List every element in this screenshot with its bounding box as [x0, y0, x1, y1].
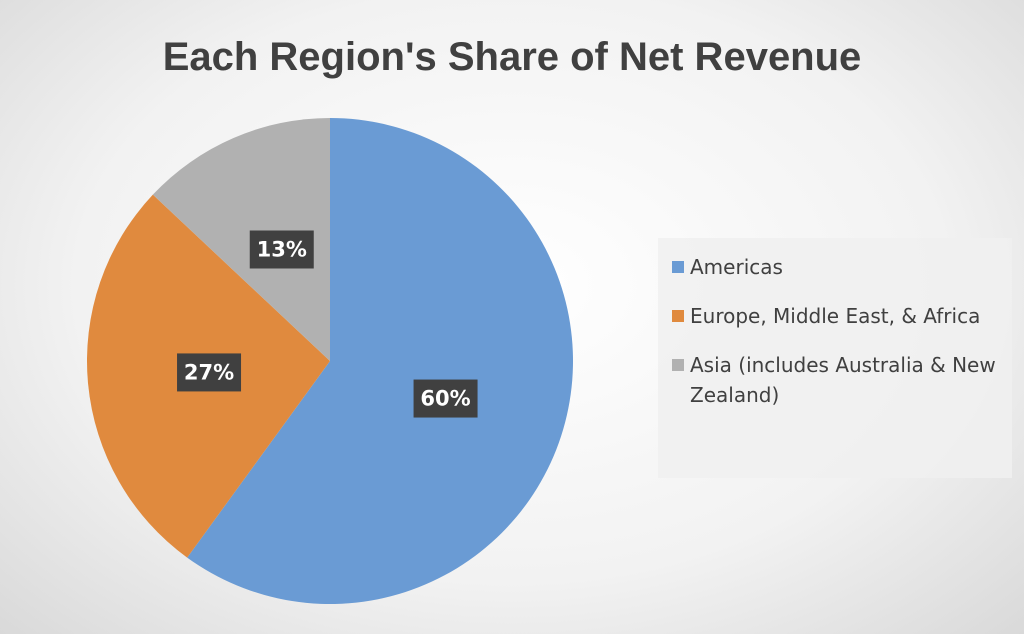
- legend-label: Europe, Middle East, & Africa: [690, 304, 981, 328]
- data-label: 27%: [184, 360, 234, 384]
- legend-label: Americas: [690, 255, 783, 279]
- legend: Americas Europe, Middle East, & Africa Asi…: [658, 238, 1012, 478]
- legend-item: Europe, Middle East, & Africa: [672, 301, 1000, 331]
- legend-label: Asia (includes Australia & New Zealand): [690, 353, 996, 407]
- data-label-box: [177, 353, 242, 392]
- data-label-box: [413, 379, 478, 418]
- data-label-box: [249, 230, 314, 269]
- pie-slice: [152, 117, 330, 361]
- pie-slice: [187, 118, 573, 605]
- data-label: 60%: [420, 387, 470, 411]
- legend-swatch: [672, 261, 684, 273]
- data-label: 13%: [257, 237, 307, 261]
- chart-title: Each Region's Share of Net Revenue: [163, 35, 862, 79]
- legend-item: Americas: [672, 252, 1000, 282]
- legend-swatch: [672, 359, 684, 371]
- legend-item: Asia (includes Australia & New Zealand): [672, 350, 1000, 410]
- legend-swatch: [672, 310, 684, 322]
